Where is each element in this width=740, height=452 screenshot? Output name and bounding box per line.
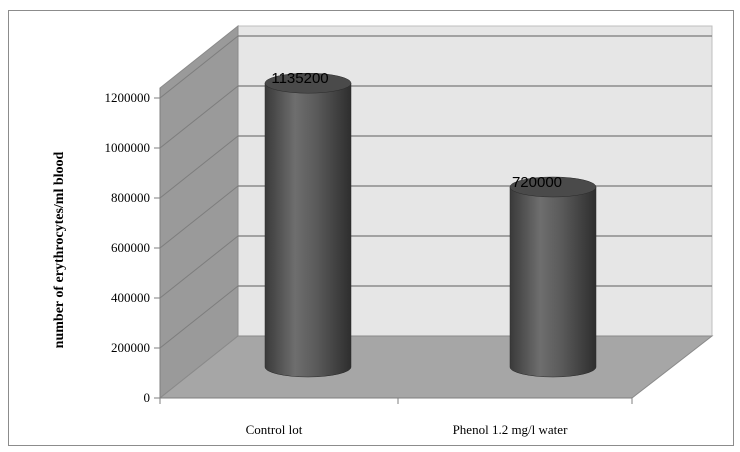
floor xyxy=(158,335,714,399)
data-labels: 1135200 720000 xyxy=(271,70,562,191)
y-tick-label: 600000 xyxy=(111,240,150,255)
y-tick-label: 800000 xyxy=(111,190,150,205)
gridline-side xyxy=(159,235,239,299)
y-tick-labels: 0 200000 400000 600000 800000 1000000 1200000 xyxy=(105,90,151,405)
x-tick-label: Control lot xyxy=(246,422,303,437)
bar-body xyxy=(509,186,597,378)
gridline-side xyxy=(159,35,239,99)
side-wall xyxy=(159,24,239,400)
data-label: 1135200 xyxy=(271,70,328,87)
bars xyxy=(264,72,597,378)
gridline-side xyxy=(159,135,239,199)
bar xyxy=(509,176,597,378)
y-tick-label: 1000000 xyxy=(105,140,151,155)
y-tick-label: 0 xyxy=(144,390,151,405)
gridline-side xyxy=(159,285,239,349)
x-tick-label: Phenol 1.2 mg/l water xyxy=(453,422,568,437)
y-tick-label: 200000 xyxy=(111,340,150,355)
bar-body xyxy=(264,82,352,378)
bar-top xyxy=(264,72,352,94)
x-tick-labels: Control lot Phenol 1.2 mg/l water xyxy=(246,422,568,437)
bar-top xyxy=(509,176,597,198)
y-axis-label: number of erythrocytes/ml blood xyxy=(52,151,67,349)
data-label: 720000 xyxy=(512,174,562,191)
gridline-side xyxy=(159,185,239,249)
y-tick-label: 1200000 xyxy=(105,90,151,105)
chart-frame xyxy=(8,10,734,446)
bar xyxy=(264,72,352,378)
chart-walls xyxy=(158,24,714,400)
gridline-side xyxy=(159,85,239,149)
axes xyxy=(154,88,633,404)
y-tick-label: 400000 xyxy=(111,290,150,305)
